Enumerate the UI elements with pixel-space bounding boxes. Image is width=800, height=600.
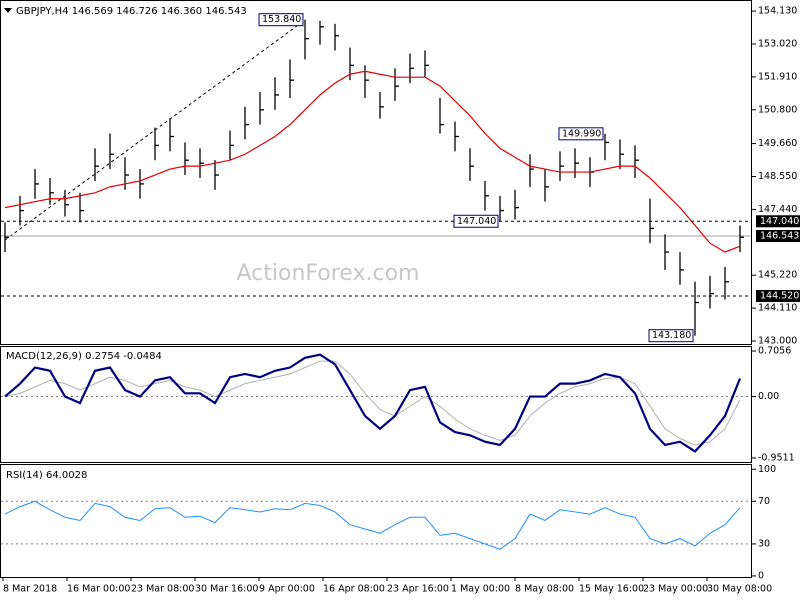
moving-average (4, 70, 741, 253)
x-tick-label: 30 May 08:00 (707, 584, 772, 595)
rsi-line (4, 500, 741, 550)
macd-line (4, 353, 742, 453)
x-tick-label: 23 Apr 16:00 (387, 584, 449, 595)
level-label-box (756, 289, 800, 302)
x-tick-label: 16 Apr 08:00 (323, 584, 385, 595)
x-tick-label: 15 May 16:00 (579, 584, 644, 595)
y-tick-label: 0.00 (758, 391, 779, 402)
annotation-label: 153.840 (262, 14, 301, 25)
y-tick-label: 151.910 (758, 71, 797, 82)
y-tick-label: 0 (758, 570, 764, 581)
x-tick-label: 9 Apr 00:00 (259, 584, 315, 595)
x-tick-label: 30 Mar 16:00 (195, 584, 258, 595)
annotation-label: 147.040 (457, 216, 496, 227)
y-tick-label: 143.000 (758, 336, 797, 347)
macd-panel (0, 346, 752, 463)
macd-title: MACD(12,26,9) 0.2754 -0.0484 (6, 351, 162, 362)
price-panel (0, 0, 752, 345)
menu-arrow (4, 8, 12, 13)
annotation-box (558, 127, 604, 141)
y-tick-label: 148.550 (758, 171, 797, 182)
y-tick-label: 149.660 (758, 138, 797, 149)
annotation-box (258, 13, 304, 27)
annotation-box (453, 214, 499, 228)
x-tick-label: 23 May 00:00 (643, 584, 708, 595)
y-tick-label: 147.440 (758, 204, 797, 215)
chart-title: GBPJPY,H4 146.569 146.726 146.360 146.54… (16, 6, 247, 17)
y-tick-label: 100 (758, 464, 776, 475)
level-label-box (756, 230, 800, 243)
x-tick-label: 8 Mar 2018 (3, 584, 57, 595)
x-tick-label: 1 May 00:00 (451, 584, 510, 595)
annotation-label: 149.990 (562, 128, 601, 139)
x-tick-label: 16 Mar 00:00 (67, 584, 130, 595)
annotation-box (648, 329, 694, 343)
y-tick-label: -0.9511 (758, 452, 795, 463)
level-label-box (756, 215, 800, 228)
rsi-title: RSI(14) 64.0028 (6, 470, 87, 481)
annotation-label: 143.180 (652, 330, 691, 341)
y-tick-label: 145.220 (758, 270, 797, 281)
y-tick-label: 153.020 (758, 38, 797, 49)
rsi-panel (0, 464, 752, 578)
x-tick-label: 8 May 08:00 (515, 584, 574, 595)
level-label: 146.543 (760, 231, 799, 242)
level-label: 144.520 (760, 290, 799, 301)
y-tick-label: 70 (758, 496, 770, 507)
x-tick-label: 23 Mar 08:00 (131, 584, 194, 595)
y-tick-label: 154.130 (758, 6, 797, 17)
y-tick-label: 30 (758, 538, 770, 549)
watermark: ActionForex.com (237, 261, 420, 286)
y-tick-label: 144.110 (758, 303, 797, 314)
y-tick-label: 0.7056 (758, 346, 791, 357)
y-tick-label: 150.800 (758, 104, 797, 115)
level-label: 147.040 (760, 216, 799, 227)
